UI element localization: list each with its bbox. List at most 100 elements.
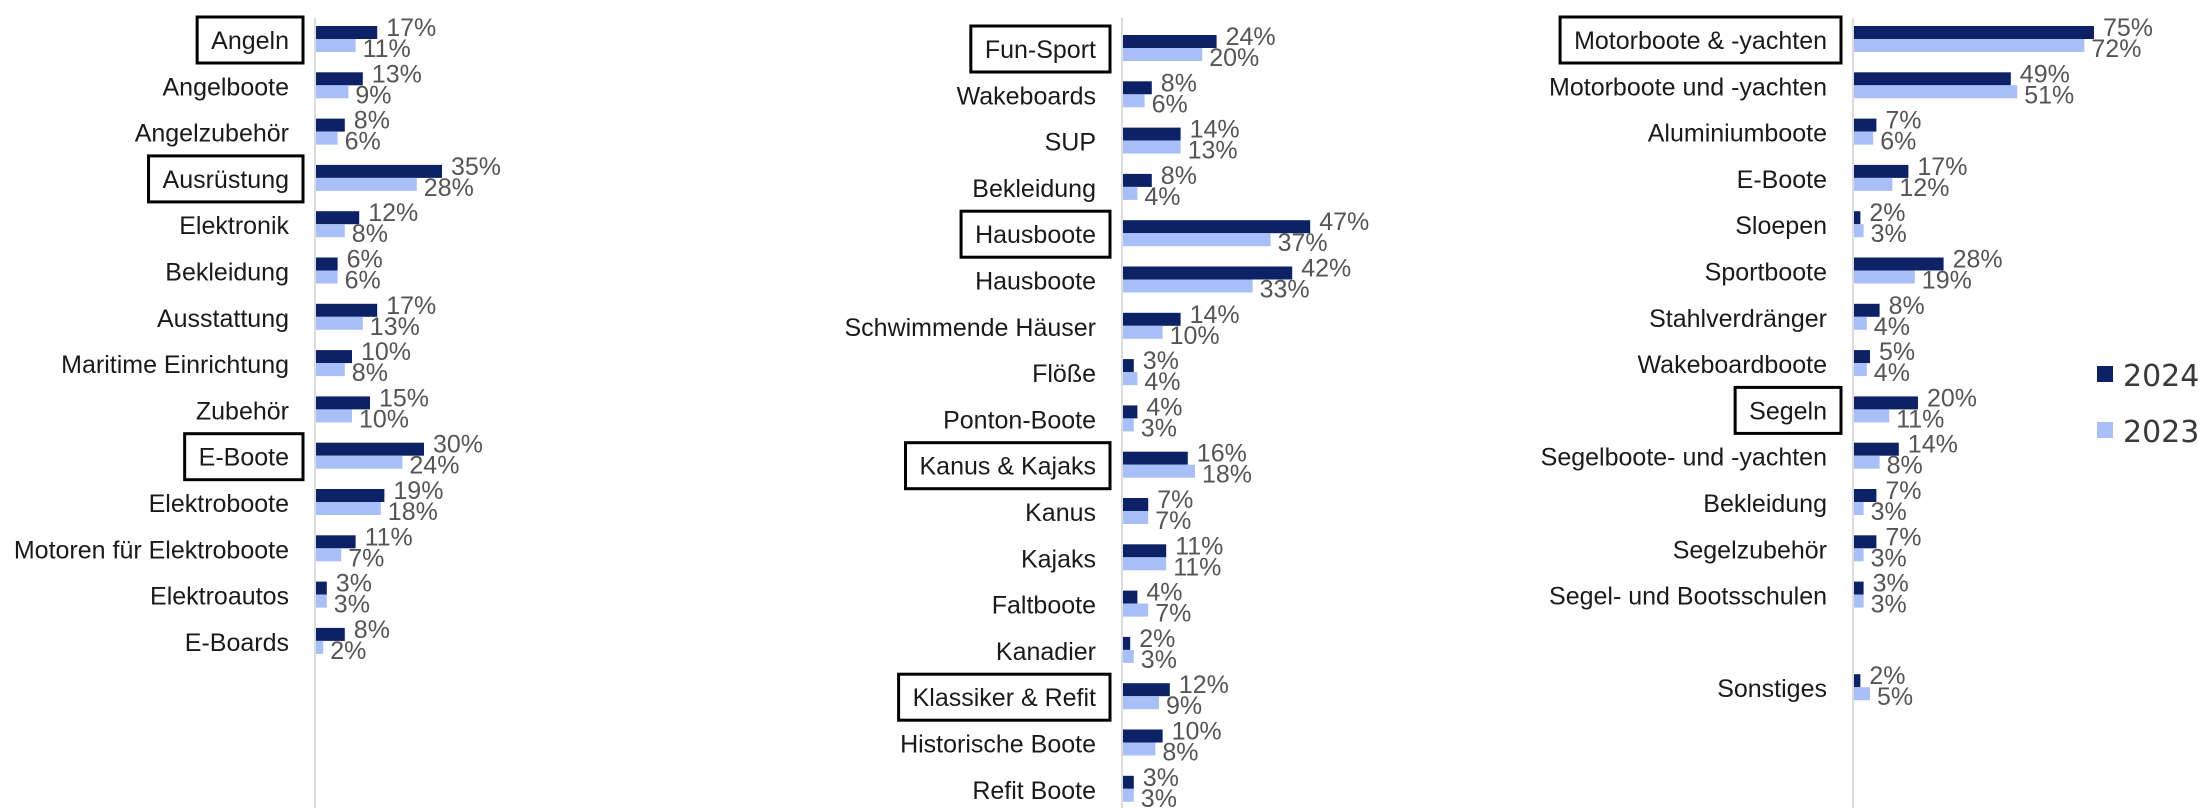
category-label: Sportboote [1705, 259, 1827, 287]
category-label: Ausrüstung [163, 166, 289, 194]
bar-2023 [1854, 594, 1864, 608]
bar-2024 [316, 535, 356, 549]
value-label-2023: 3% [1871, 591, 1907, 619]
bar-2024 [1854, 118, 1877, 132]
value-label-2023: 4% [1144, 368, 1180, 396]
bar-2023 [316, 594, 327, 608]
bar-2024 [1854, 257, 1944, 271]
bar-2024 [1123, 266, 1293, 280]
value-label-2023: 8% [352, 220, 388, 248]
value-label-2024: 17% [386, 14, 436, 42]
bar-2023 [1123, 603, 1149, 617]
value-label-2024: 6% [347, 246, 383, 274]
category-label: Motorboote und -yachten [1549, 73, 1827, 101]
bar-2024 [316, 303, 378, 317]
value-label-2023: 3% [1871, 220, 1907, 248]
bar-2023 [316, 455, 403, 469]
bar-2024 [1854, 581, 1864, 595]
value-label-2024: 19% [393, 477, 443, 505]
value-label-2023: 7% [1155, 600, 1191, 628]
category-label: Angeln [211, 27, 289, 55]
bar-2023 [1123, 649, 1134, 663]
bar-2023 [1123, 557, 1167, 571]
value-label-2023: 3% [1141, 414, 1177, 442]
category-label: Elektroboote [149, 490, 289, 518]
bar-2024 [1123, 127, 1181, 141]
category-label: Refit Boote [972, 777, 1096, 805]
bar-2023 [1123, 233, 1271, 247]
bar-2023 [316, 548, 342, 562]
section-highlight-box [183, 432, 305, 482]
value-label-2023: 6% [345, 128, 381, 156]
legend: 2024 2023 [2097, 359, 2199, 450]
category-label: Segelzubehör [1673, 536, 1827, 564]
bar-2024 [316, 118, 345, 132]
bar-2023 [1854, 177, 1893, 191]
value-label-2024: 35% [451, 153, 501, 181]
bar-2023 [1854, 270, 1915, 284]
bar-2023 [1123, 788, 1134, 802]
bar-2023 [1123, 742, 1156, 756]
category-label: Faltboote [992, 592, 1096, 620]
value-label-2023: 8% [1162, 739, 1198, 767]
value-label-2023: 24% [409, 452, 459, 480]
bar-2024 [316, 211, 360, 225]
bar-2023 [1123, 48, 1203, 61]
category-label: Aluminiumboote [1648, 120, 1827, 148]
bar-2024 [1123, 451, 1188, 465]
category-label: Sonstiges [1717, 675, 1827, 703]
bar-2024 [1854, 535, 1877, 549]
value-label-2023: 7% [348, 544, 384, 572]
value-label-2023: 10% [1170, 322, 1220, 350]
value-label-2023: 7% [1155, 507, 1191, 535]
category-label: Bekleidung [1703, 490, 1827, 518]
bar-2024 [1123, 498, 1149, 511]
bar-2023 [1123, 696, 1159, 710]
category-label: Ponton-Boote [943, 406, 1096, 434]
bar-2023 [1123, 372, 1138, 386]
value-label-2024: 4% [1146, 579, 1182, 607]
bar-2024 [316, 257, 338, 271]
bar-2023 [1854, 316, 1867, 330]
value-label-2023: 20% [1209, 44, 1259, 72]
bar-2024 [1123, 405, 1138, 419]
bar-2024 [1854, 164, 1909, 178]
value-label-2024: 17% [1917, 153, 1967, 181]
chart-panel-1: Angeln 17%11%Angelboote 13%9%Angelzubehör 8… [14, 14, 501, 808]
value-label-2023: 72% [2091, 35, 2141, 63]
bar-2024 [1854, 489, 1877, 502]
value-label-2023: 9% [355, 81, 391, 109]
category-label: Historische Boote [900, 731, 1096, 759]
value-label-2023: 4% [1144, 183, 1180, 211]
category-label: Motoren für Elektroboote [14, 536, 289, 564]
bar-2024 [1123, 683, 1170, 697]
bar-2023 [1854, 363, 1867, 377]
section-highlight-box [959, 209, 1112, 259]
value-label-2024: 14% [1908, 431, 1958, 459]
value-label-2024: 8% [1161, 69, 1197, 97]
value-label-2023: 51% [2024, 81, 2074, 109]
bar-2024 [1854, 442, 1899, 456]
value-label-2023: 12% [1899, 174, 1949, 202]
value-label-2024: 10% [1172, 718, 1222, 746]
chart-panel-2: Fun-Sport 24%20%Wakeboards 8%6%SUP 14%13%Be… [845, 18, 1369, 808]
value-label-2023: 3% [1141, 785, 1177, 808]
value-label-2023: 33% [1260, 276, 1310, 304]
bar-2024 [1123, 220, 1311, 234]
bar-2023 [316, 502, 381, 515]
value-label-2023: 11% [363, 35, 411, 63]
bar-2023 [316, 640, 324, 654]
section-highlight-box [1733, 385, 1843, 435]
bar-2024 [316, 489, 385, 502]
bar-2023 [1854, 39, 2085, 52]
bar-2023 [1854, 85, 2018, 99]
bar-2024 [316, 581, 327, 595]
value-label-2024: 8% [1161, 162, 1197, 190]
value-label-2023: 37% [1278, 229, 1328, 257]
bar-2024 [316, 26, 378, 39]
bar-2024 [1854, 303, 1880, 317]
bar-2024 [1123, 312, 1181, 326]
category-label: E-Boards [185, 629, 289, 657]
value-label-2024: 49% [2020, 60, 2070, 88]
category-label: Angelzubehör [135, 120, 289, 148]
